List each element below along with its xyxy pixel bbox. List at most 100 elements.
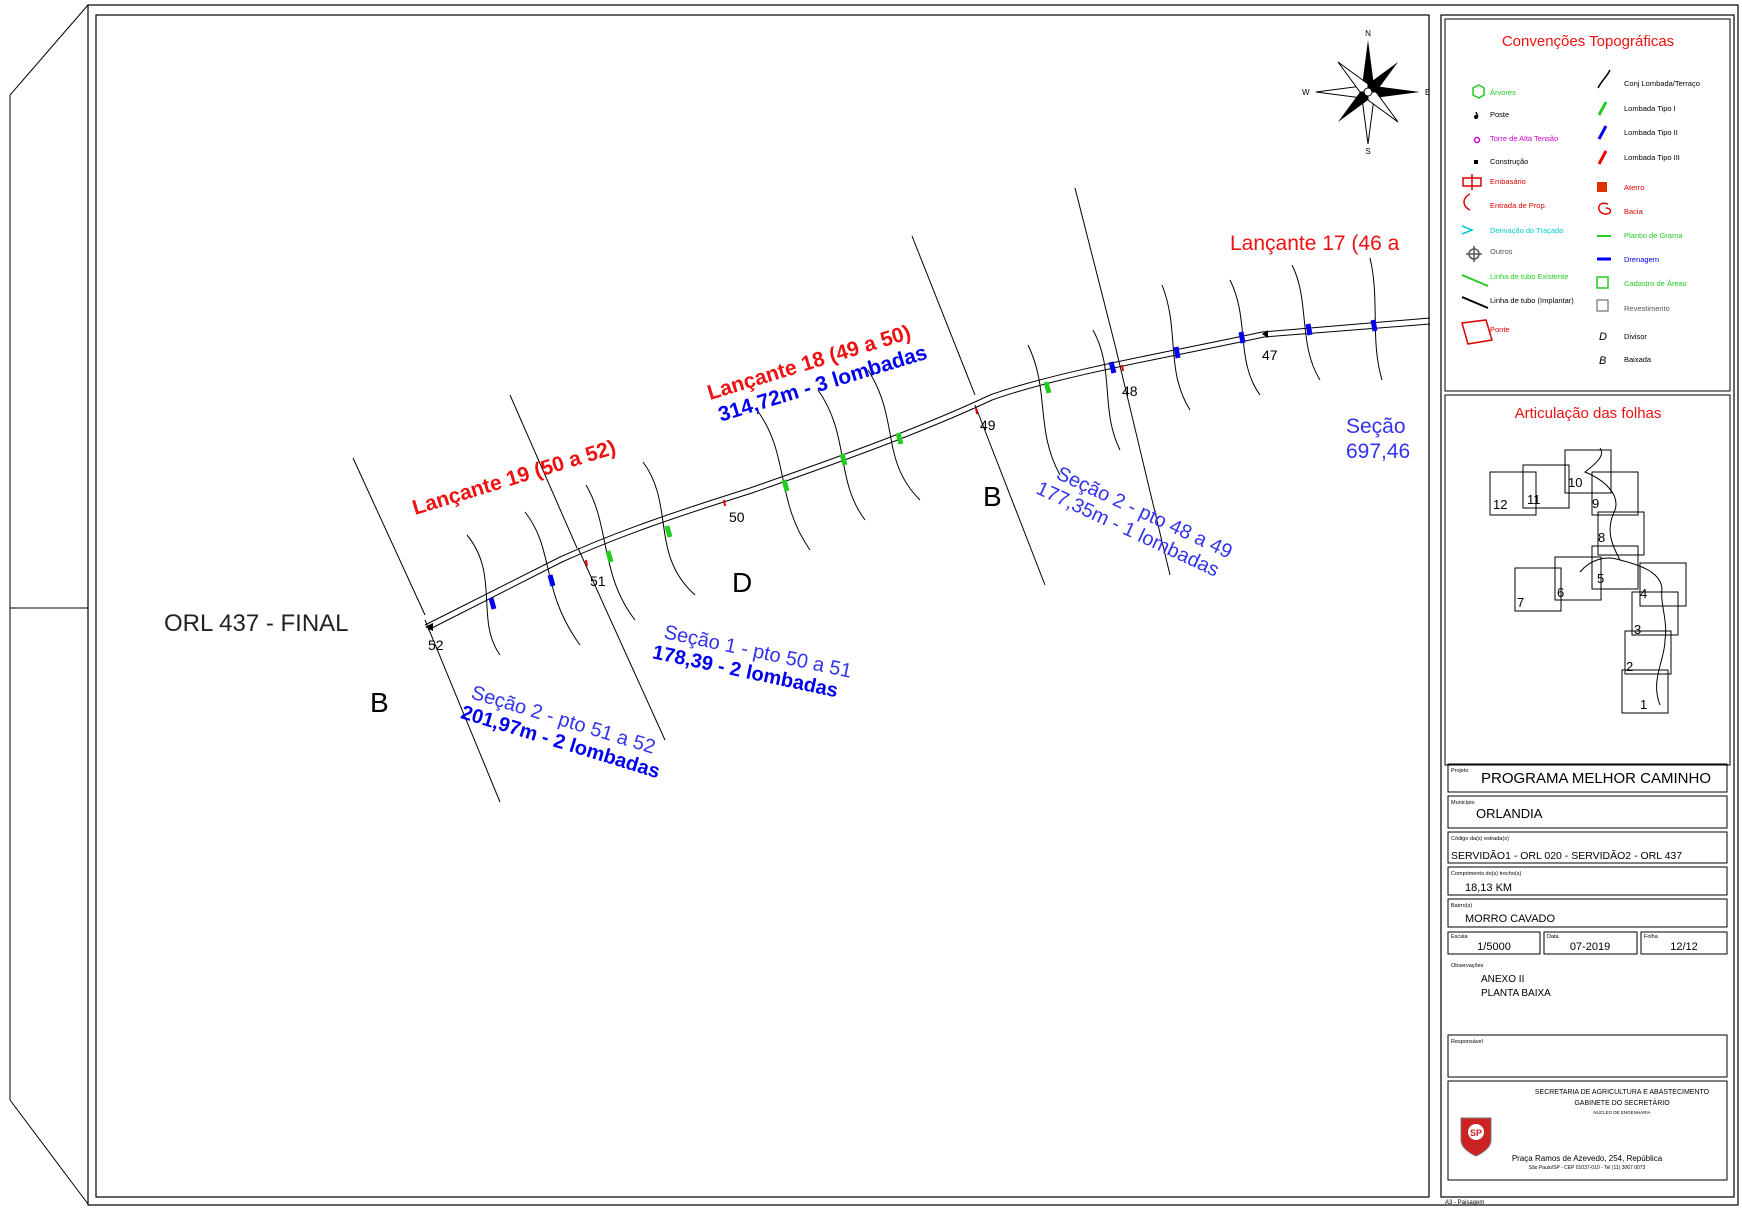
legend: Convenções Topográficas Árvores Poste To… bbox=[1461, 33, 1700, 367]
sheet-7 bbox=[1514, 567, 1562, 612]
outer-frame bbox=[87, 4, 1739, 1206]
segment-17-title: Lançante 17 (46 a bbox=[1230, 232, 1400, 255]
date: 07-2019 bbox=[1570, 941, 1610, 953]
municipality: ORLANDIA bbox=[1476, 806, 1543, 821]
sheet-8 bbox=[1597, 511, 1645, 556]
svg-text:Comprimento do(s) trecho(s): Comprimento do(s) trecho(s) bbox=[1451, 871, 1521, 877]
legend-item-construcao: Construção bbox=[1490, 157, 1528, 166]
segment-19-title: Lançante 19 (50 a 52) bbox=[410, 436, 619, 520]
scale: 1/5000 bbox=[1477, 941, 1511, 953]
compass-e: E bbox=[1425, 88, 1430, 97]
point-labels: 47 48 49 50 51 52 bbox=[428, 347, 1278, 653]
articulation-map: Articulação das folhas 1 2 3 4 5 6 7 8 9 bbox=[1489, 405, 1687, 714]
sidebar-frame bbox=[1440, 14, 1735, 1198]
legend-item-grama: Plantio de Grama bbox=[1624, 231, 1683, 240]
notes-line1: ANEXO II bbox=[1481, 974, 1524, 985]
agency-line2: GABINETE DO SECRETÁRIO bbox=[1574, 1098, 1670, 1107]
legend-item-aterro: Aterro bbox=[1624, 183, 1644, 192]
marker-d: D bbox=[732, 567, 752, 598]
legend-item-conj-lombada: Conj Lombada/Terraço bbox=[1624, 79, 1700, 88]
sheet-5 bbox=[1591, 545, 1639, 590]
legend-right-labels: Conj Lombada/Terraço Lombada Tipo I Lomb… bbox=[1624, 79, 1700, 364]
map-annotations: ORL 437 - FINAL B B D Lançante 17 (46 a … bbox=[164, 232, 1410, 783]
point-markers bbox=[585, 364, 1124, 567]
point-48: 48 bbox=[1122, 383, 1138, 399]
legend-item-revestimento: Revestimento bbox=[1624, 304, 1670, 313]
marker-b-center: B bbox=[983, 481, 1002, 512]
agency-address2: São Paulo/SP - CEP 01037-010 - Tel (11) … bbox=[1529, 1165, 1646, 1171]
legend-right-symbols bbox=[1596, 69, 1612, 312]
legend-item-lombada-3: Lombada Tipo III bbox=[1624, 153, 1680, 162]
title-block: Projeto Município Código da(s) estrada(s… bbox=[1447, 763, 1728, 1181]
svg-text:12: 12 bbox=[1493, 497, 1507, 512]
svg-text:10: 10 bbox=[1568, 475, 1582, 490]
compass-s: S bbox=[1365, 147, 1370, 156]
agency-line1: SECRETARIA DE AGRICULTURA E ABASTECIMENT… bbox=[1535, 1089, 1710, 1096]
svg-text:Escala: Escala bbox=[1451, 934, 1468, 940]
agency-block: SP SECRETARIA DE AGRICULTURA E ABASTECIM… bbox=[1460, 1089, 1710, 1171]
district: MORRO CAVADO bbox=[1465, 913, 1555, 925]
point-52: 52 bbox=[428, 637, 444, 653]
legend-item-baixada: Baixada bbox=[1624, 355, 1652, 364]
svg-text:4: 4 bbox=[1640, 586, 1647, 601]
road-codes: SERVIDÃO1 - ORL 020 - SERVIDÃO2 - ORL 43… bbox=[1451, 849, 1682, 862]
legend-item-cadastro: Cadastro de Áreas bbox=[1624, 279, 1687, 288]
fold-outline bbox=[9, 4, 89, 1205]
agency-line3: NÚCLEO DE ENGENHARIA bbox=[1593, 1109, 1650, 1115]
legend-symbol-divisor: D bbox=[1599, 331, 1607, 343]
svg-text:Município: Município bbox=[1451, 800, 1475, 806]
svg-text:Folha: Folha bbox=[1644, 934, 1659, 940]
compass-n: N bbox=[1365, 29, 1371, 38]
legend-item-derivacao: Derivação do Traçado bbox=[1490, 226, 1563, 235]
svg-text:8: 8 bbox=[1598, 530, 1605, 545]
point-51: 51 bbox=[590, 573, 606, 589]
legend-item-torre: Torre de Alta Tensão bbox=[1490, 134, 1558, 143]
road bbox=[424, 317, 1431, 631]
legend-title: Convenções Topográficas bbox=[1502, 33, 1674, 50]
sheet-numbers: 1 2 3 4 5 6 7 8 9 10 11 12 bbox=[1493, 475, 1647, 712]
svg-text:11: 11 bbox=[1527, 492, 1541, 507]
svg-text:3: 3 bbox=[1634, 622, 1641, 637]
road-length: 18,13 KM bbox=[1465, 882, 1512, 894]
legend-item-embasario: Embasário bbox=[1490, 177, 1526, 186]
svg-text:Bairro(s): Bairro(s) bbox=[1451, 903, 1472, 909]
svg-text:Responsável: Responsável bbox=[1451, 1039, 1483, 1045]
articulation-box bbox=[1444, 394, 1731, 766]
legend-left-labels: Árvores Poste Torre de Alta Tensão Const… bbox=[1490, 88, 1574, 334]
legend-item-arvores: Árvores bbox=[1490, 88, 1516, 97]
legend-item-poste: Poste bbox=[1490, 110, 1509, 119]
legend-box bbox=[1444, 18, 1731, 392]
legend-item-bacia: Bacia bbox=[1624, 207, 1644, 216]
legend-item-outros: Outros bbox=[1490, 247, 1513, 256]
svg-text:1: 1 bbox=[1640, 697, 1647, 712]
sheet-6 bbox=[1554, 556, 1602, 601]
legend-item-entrada: Entrada de Prop. bbox=[1490, 201, 1547, 210]
road-direction-arrow bbox=[1262, 330, 1268, 338]
compass-rose: N S E W bbox=[1302, 29, 1430, 156]
legend-symbol-baixada: B bbox=[1599, 355, 1606, 367]
notes-line2: PLANTA BAIXA bbox=[1481, 988, 1551, 999]
svg-text:6: 6 bbox=[1557, 585, 1564, 600]
map-frame bbox=[95, 14, 1430, 1198]
agency-address: Praça Ramos de Azevedo, 254, República bbox=[1512, 1154, 1663, 1163]
section-divider-lines bbox=[352, 187, 1171, 803]
legend-item-tubo-existente: Linha de tubo Existente bbox=[1490, 272, 1568, 281]
legend-item-lombada-1: Lombada Tipo I bbox=[1624, 104, 1676, 113]
svg-text:7: 7 bbox=[1517, 595, 1524, 610]
section-right-line2: 697,46 bbox=[1346, 440, 1410, 463]
endpoint-label: ORL 437 - FINAL bbox=[164, 610, 349, 637]
sheet-11 bbox=[1522, 464, 1570, 509]
svg-text:Data: Data bbox=[1547, 934, 1560, 940]
legend-item-drenagem: Drenagem bbox=[1624, 255, 1659, 264]
state-seal: SP bbox=[1460, 1117, 1492, 1157]
point-47: 47 bbox=[1262, 347, 1278, 363]
svg-text:Projeto: Projeto bbox=[1451, 768, 1468, 774]
svg-text:Observações: Observações bbox=[1451, 963, 1484, 969]
marker-b-left: B bbox=[370, 687, 389, 718]
legend-left-symbols bbox=[1461, 84, 1493, 345]
sheet-3 bbox=[1631, 591, 1679, 636]
articulation-title: Articulação das folhas bbox=[1515, 405, 1662, 422]
svg-text:9: 9 bbox=[1592, 496, 1599, 511]
section-right-line1: Seção bbox=[1346, 415, 1406, 438]
